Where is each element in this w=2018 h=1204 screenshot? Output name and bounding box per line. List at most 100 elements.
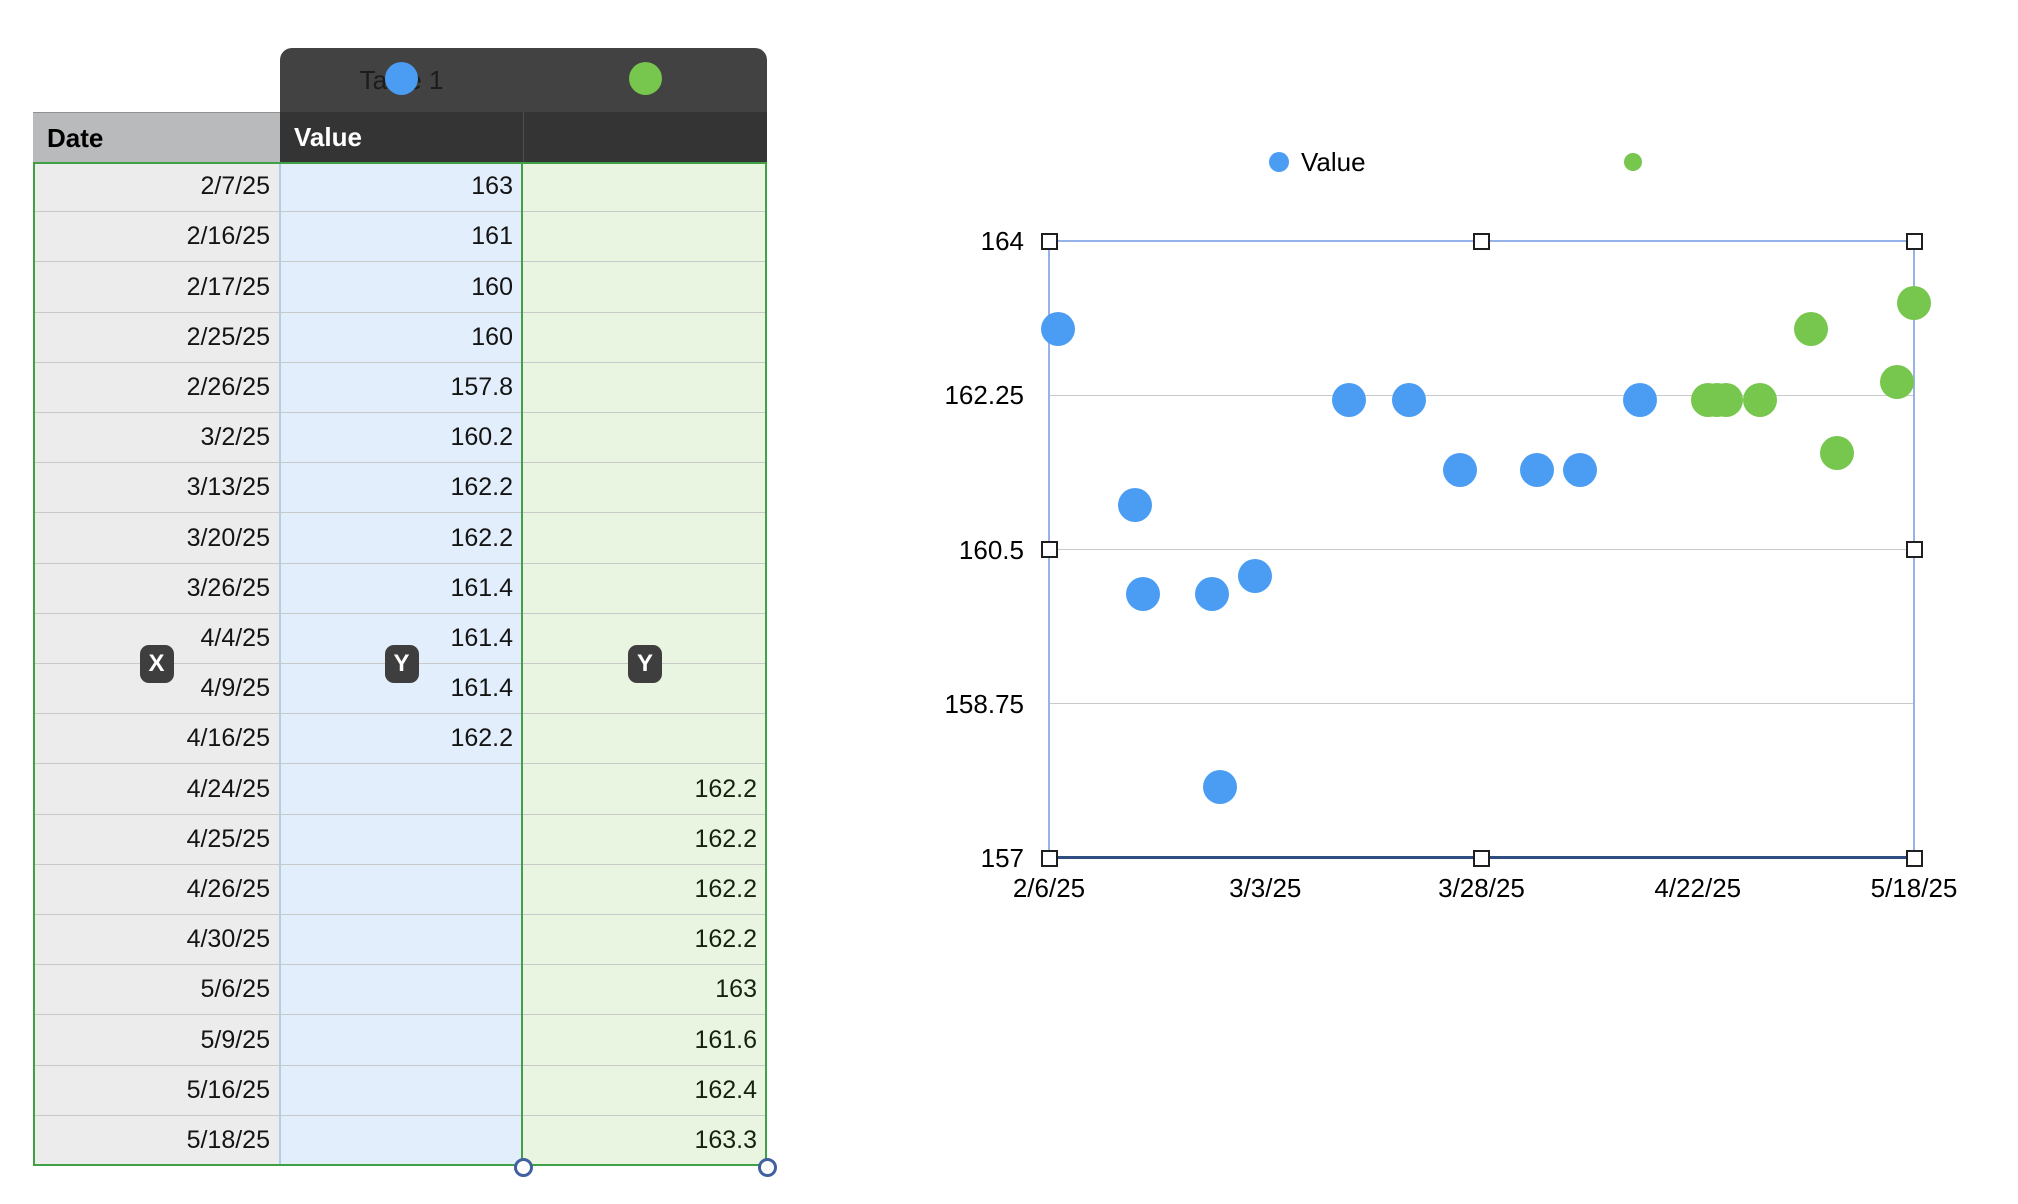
- column-header-date[interactable]: Date: [33, 112, 280, 162]
- x-range-badge[interactable]: X: [139, 645, 174, 683]
- chart-resize-handle[interactable]: [1473, 232, 1490, 250]
- cell-value2[interactable]: [523, 212, 767, 263]
- y1-range-resize-handle[interactable]: [513, 1158, 533, 1177]
- cell-value[interactable]: 162.2: [280, 714, 523, 765]
- cell-value[interactable]: 163: [280, 162, 523, 213]
- cell-value[interactable]: [280, 915, 523, 966]
- x-axis-tick-label: 5/18/25: [1870, 873, 1958, 903]
- table-title-bar[interactable]: Table 1: [280, 48, 767, 112]
- cell-date[interactable]: 2/17/25: [33, 262, 280, 313]
- cell-date[interactable]: 5/9/25: [33, 1015, 280, 1066]
- table-row: 2/17/25 160: [33, 262, 767, 313]
- chart-resize-handle[interactable]: [1040, 232, 1058, 250]
- chart-resize-handle[interactable]: [1905, 849, 1923, 867]
- cell-date[interactable]: 3/26/25: [33, 563, 280, 614]
- table-row: 4/9/25 161.4: [33, 664, 767, 715]
- cell-value[interactable]: [280, 814, 523, 865]
- chart-resize-handle[interactable]: [1040, 541, 1058, 558]
- y2-range-resize-handle[interactable]: [757, 1158, 777, 1177]
- table-row: 2/7/25 163: [33, 162, 767, 213]
- cell-date[interactable]: 4/30/25: [33, 915, 280, 966]
- cell-value2[interactable]: 162.2: [523, 915, 767, 966]
- data-point-green: [1819, 435, 1854, 470]
- data-point-blue: [1117, 488, 1152, 523]
- series-blue-dot[interactable]: [384, 61, 418, 95]
- cell-date[interactable]: 4/26/25: [33, 864, 280, 916]
- data-point-blue: [1622, 382, 1657, 417]
- table-row: 2/16/25 161: [33, 212, 767, 263]
- table-row: 2/25/25 160: [33, 312, 767, 363]
- table-row: 5/16/25 162.4: [33, 1065, 767, 1116]
- cell-date[interactable]: 2/25/25: [33, 312, 280, 363]
- cell-value[interactable]: [280, 1065, 523, 1116]
- chart-resize-handle[interactable]: [1905, 541, 1923, 558]
- cell-date[interactable]: 4/25/25: [33, 814, 280, 865]
- cell-value[interactable]: 162.2: [280, 463, 523, 514]
- cell-value2[interactable]: 162.2: [523, 814, 767, 865]
- cell-date[interactable]: 2/7/25: [33, 162, 280, 213]
- y-axis-tick-label: 158.75: [944, 688, 1024, 719]
- cell-value2[interactable]: [523, 362, 767, 414]
- cell-value[interactable]: 161.4: [280, 563, 523, 614]
- cell-date[interactable]: 2/26/25: [33, 362, 280, 414]
- chart-resize-handle[interactable]: [1905, 232, 1923, 250]
- cell-date[interactable]: 3/13/25: [33, 463, 280, 514]
- cell-value2[interactable]: [523, 162, 767, 213]
- cell-value[interactable]: [280, 864, 523, 916]
- series-green-dot[interactable]: [628, 61, 662, 95]
- table-row: 4/25/25 162.2: [33, 814, 767, 865]
- cell-value2[interactable]: [523, 513, 767, 564]
- cell-date[interactable]: 2/16/25: [33, 212, 280, 263]
- table-row: 2/26/25 157.8: [33, 362, 767, 414]
- x-axis-tick-label: 3/3/25: [1229, 873, 1302, 903]
- cell-date[interactable]: 4/16/25: [33, 714, 280, 765]
- cell-date[interactable]: 3/20/25: [33, 513, 280, 564]
- cell-value[interactable]: 162.2: [280, 513, 523, 564]
- cell-date[interactable]: 5/18/25: [33, 1115, 280, 1167]
- cell-value2[interactable]: [523, 413, 767, 464]
- data-point-green: [1879, 365, 1914, 400]
- cell-value[interactable]: 161: [280, 212, 523, 263]
- y-axis-tick-label: 162.25: [944, 380, 1024, 411]
- cell-value[interactable]: [280, 1115, 523, 1167]
- cell-value2[interactable]: 163: [523, 965, 767, 1016]
- table-row: 5/6/25 163: [33, 965, 767, 1016]
- cell-value[interactable]: 160.2: [280, 413, 523, 464]
- column-header-value[interactable]: Value: [280, 112, 523, 162]
- cell-date[interactable]: 5/6/25: [33, 965, 280, 1016]
- column-header-unnamed[interactable]: [523, 112, 767, 162]
- data-point-green: [1897, 285, 1931, 320]
- y1-range-badge[interactable]: Y: [384, 645, 419, 683]
- cell-value2[interactable]: [523, 262, 767, 313]
- chart-resize-handle[interactable]: [1040, 849, 1058, 867]
- cell-value[interactable]: 160: [280, 312, 523, 363]
- cell-date[interactable]: 5/16/25: [33, 1065, 280, 1116]
- cell-date[interactable]: 4/24/25: [33, 764, 280, 815]
- cell-value2[interactable]: [523, 714, 767, 765]
- y2-range-badge[interactable]: Y: [628, 645, 662, 683]
- cell-date[interactable]: 3/2/25: [33, 413, 280, 464]
- cell-value[interactable]: [280, 1015, 523, 1066]
- table-body: 2/7/25 163 2/16/25 161 2/17/25 160 2/25/25 160 2…: [33, 162, 767, 1167]
- x-axis-tick-label: 3/28/25: [1438, 873, 1525, 903]
- cell-value2[interactable]: 162.2: [523, 864, 767, 916]
- cell-value2[interactable]: [523, 563, 767, 614]
- data-point-green: [1794, 312, 1829, 347]
- cell-value2[interactable]: 162.2: [523, 764, 767, 815]
- legend-blue-dot: [1269, 152, 1289, 172]
- chart-resize-handle[interactable]: [1473, 849, 1490, 867]
- cell-value[interactable]: 157.8: [280, 362, 523, 414]
- cell-value[interactable]: 160: [280, 262, 523, 313]
- cell-value[interactable]: [280, 764, 523, 815]
- cell-value[interactable]: [280, 965, 523, 1016]
- cell-value2[interactable]: 162.4: [523, 1065, 767, 1116]
- data-point-blue: [1237, 558, 1272, 593]
- cell-value2[interactable]: 163.3: [523, 1115, 767, 1167]
- cell-value2[interactable]: [523, 463, 767, 514]
- data-point-blue: [1391, 382, 1426, 417]
- data-point-green: [1708, 382, 1743, 417]
- cell-value2[interactable]: [523, 312, 767, 363]
- cell-date[interactable]: 4/9/25: [33, 664, 280, 715]
- cell-value2[interactable]: 161.6: [523, 1015, 767, 1066]
